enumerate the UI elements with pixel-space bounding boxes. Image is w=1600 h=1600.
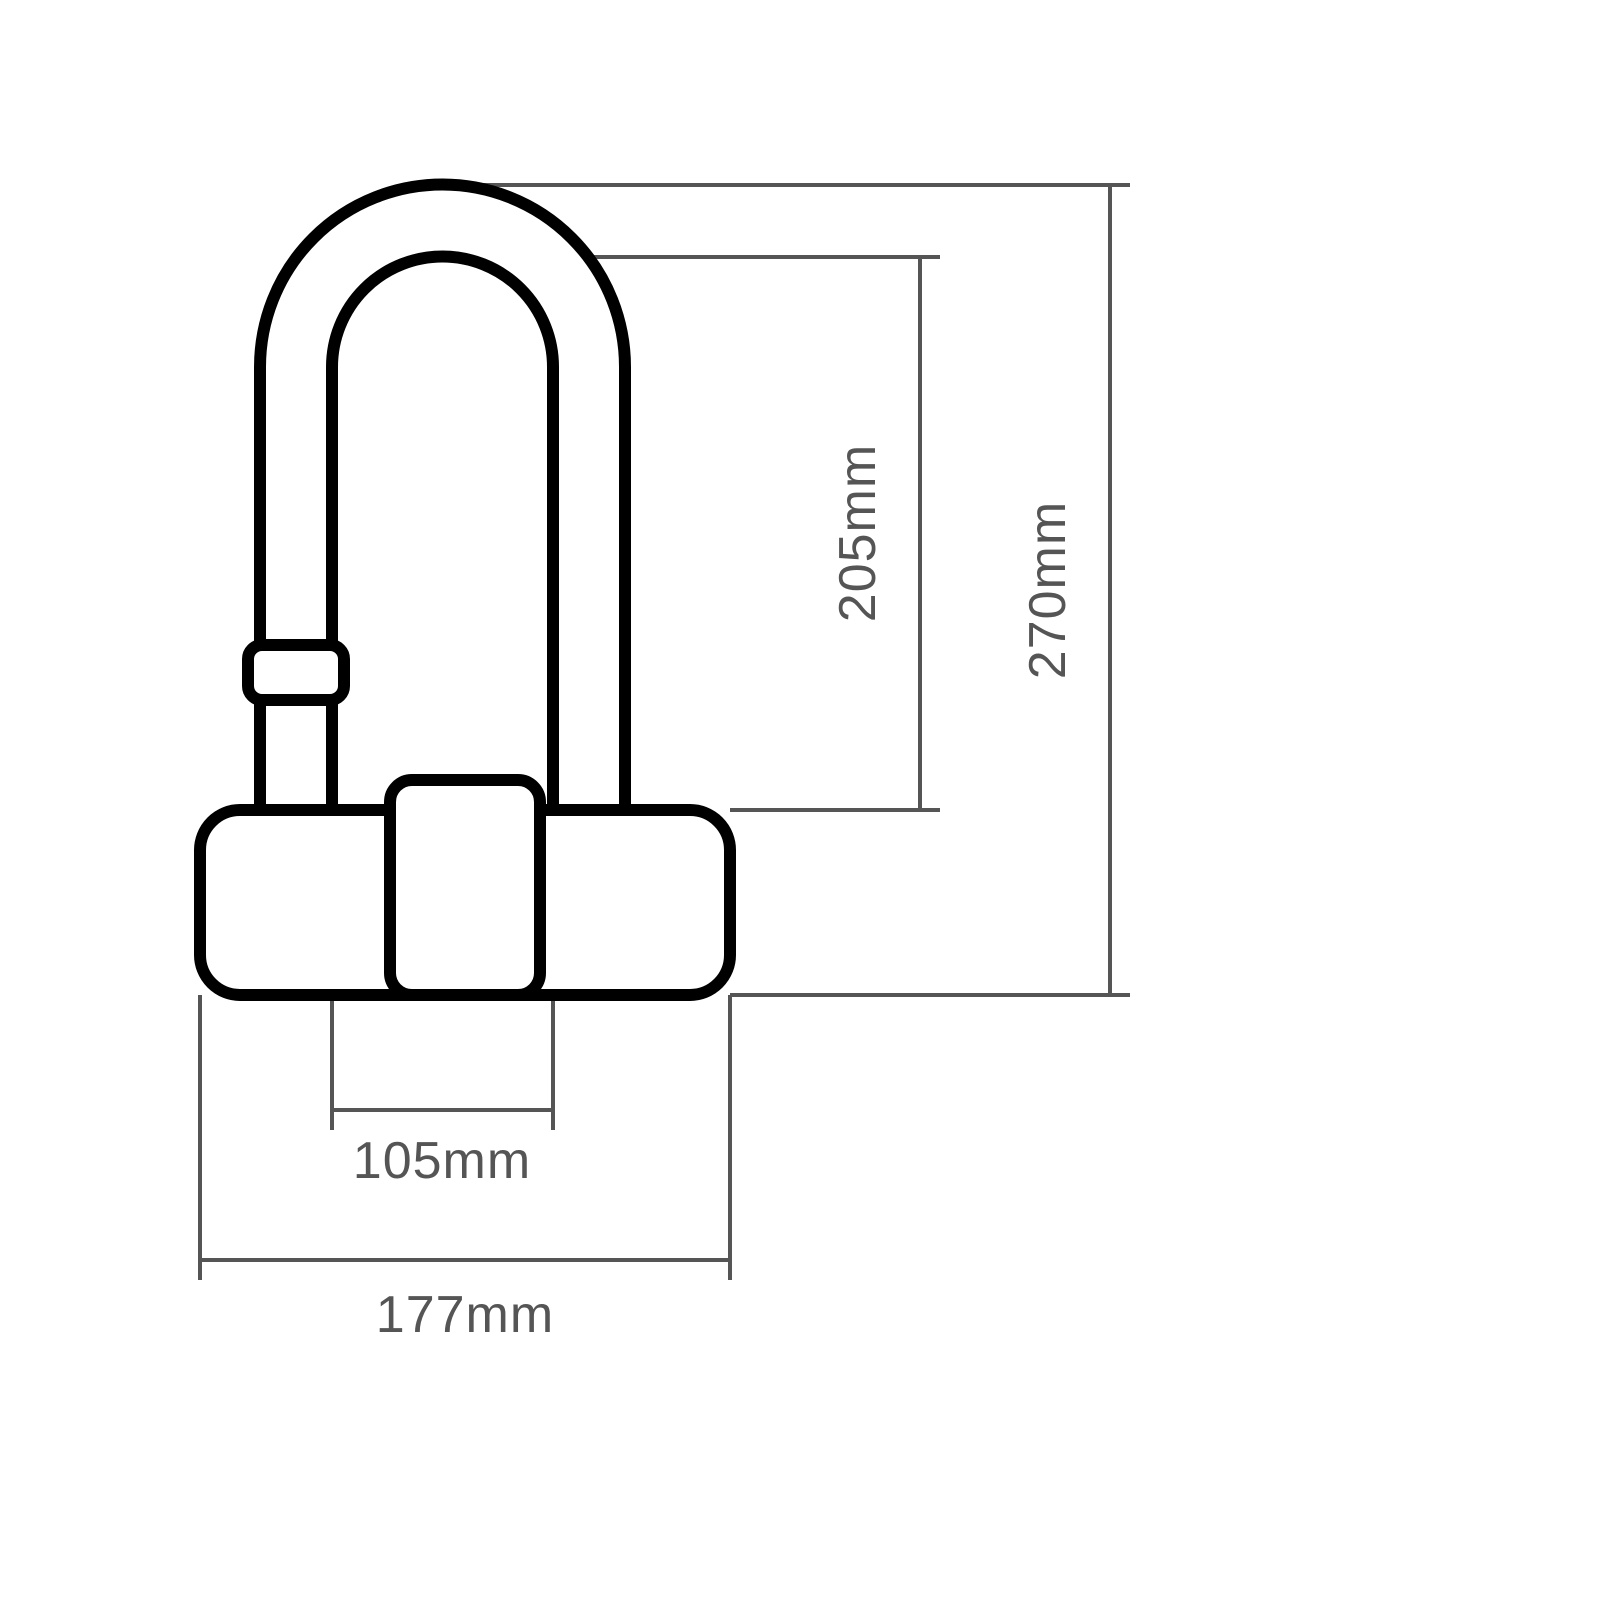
- lock-object: [200, 185, 730, 996]
- label-outer-height: 270mm: [1019, 501, 1077, 679]
- lock-center-block: [390, 780, 540, 995]
- dim-inner-width: [332, 995, 553, 1130]
- label-inner-height: 205mm: [829, 444, 887, 622]
- label-outer-width: 177mm: [376, 1286, 554, 1344]
- lock-collar: [248, 645, 344, 700]
- lock-shackle: [260, 185, 625, 811]
- label-inner-width: 105mm: [353, 1132, 531, 1190]
- lock-dimension-diagram: 105mm 177mm 205mm 270mm: [0, 0, 1600, 1600]
